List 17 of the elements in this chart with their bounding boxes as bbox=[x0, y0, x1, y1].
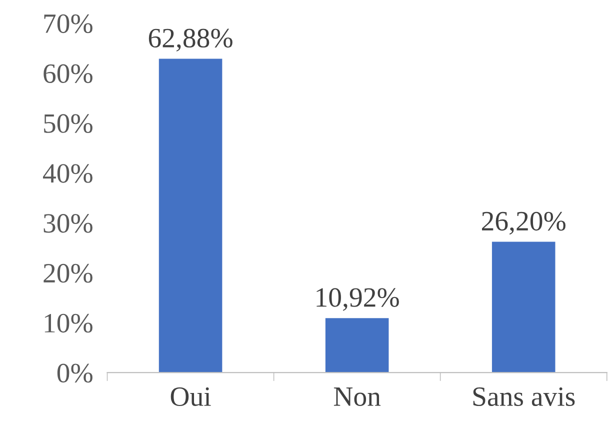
y-tick-label: 70% bbox=[44, 14, 92, 34]
bar bbox=[325, 318, 389, 373]
y-tick-label: 10% bbox=[44, 314, 92, 333]
y-tick-label: 40% bbox=[43, 164, 92, 183]
x-tick-label: Oui bbox=[170, 387, 211, 406]
data-label: 26,20% bbox=[482, 212, 566, 235]
x-tick-label: Non bbox=[334, 388, 381, 406]
y-tick-label: 60% bbox=[44, 64, 92, 84]
y-tick-label: 0% bbox=[57, 364, 92, 383]
bar bbox=[492, 242, 556, 373]
y-tick-label: 20% bbox=[44, 264, 92, 283]
x-tick-label: Sans avis bbox=[473, 387, 575, 406]
bar bbox=[158, 58, 222, 373]
data-label: 62,88% bbox=[148, 28, 232, 52]
y-tick-label: 50% bbox=[44, 114, 92, 133]
data-label: 10,92% bbox=[316, 288, 399, 311]
y-tick-label: 30% bbox=[44, 214, 92, 233]
